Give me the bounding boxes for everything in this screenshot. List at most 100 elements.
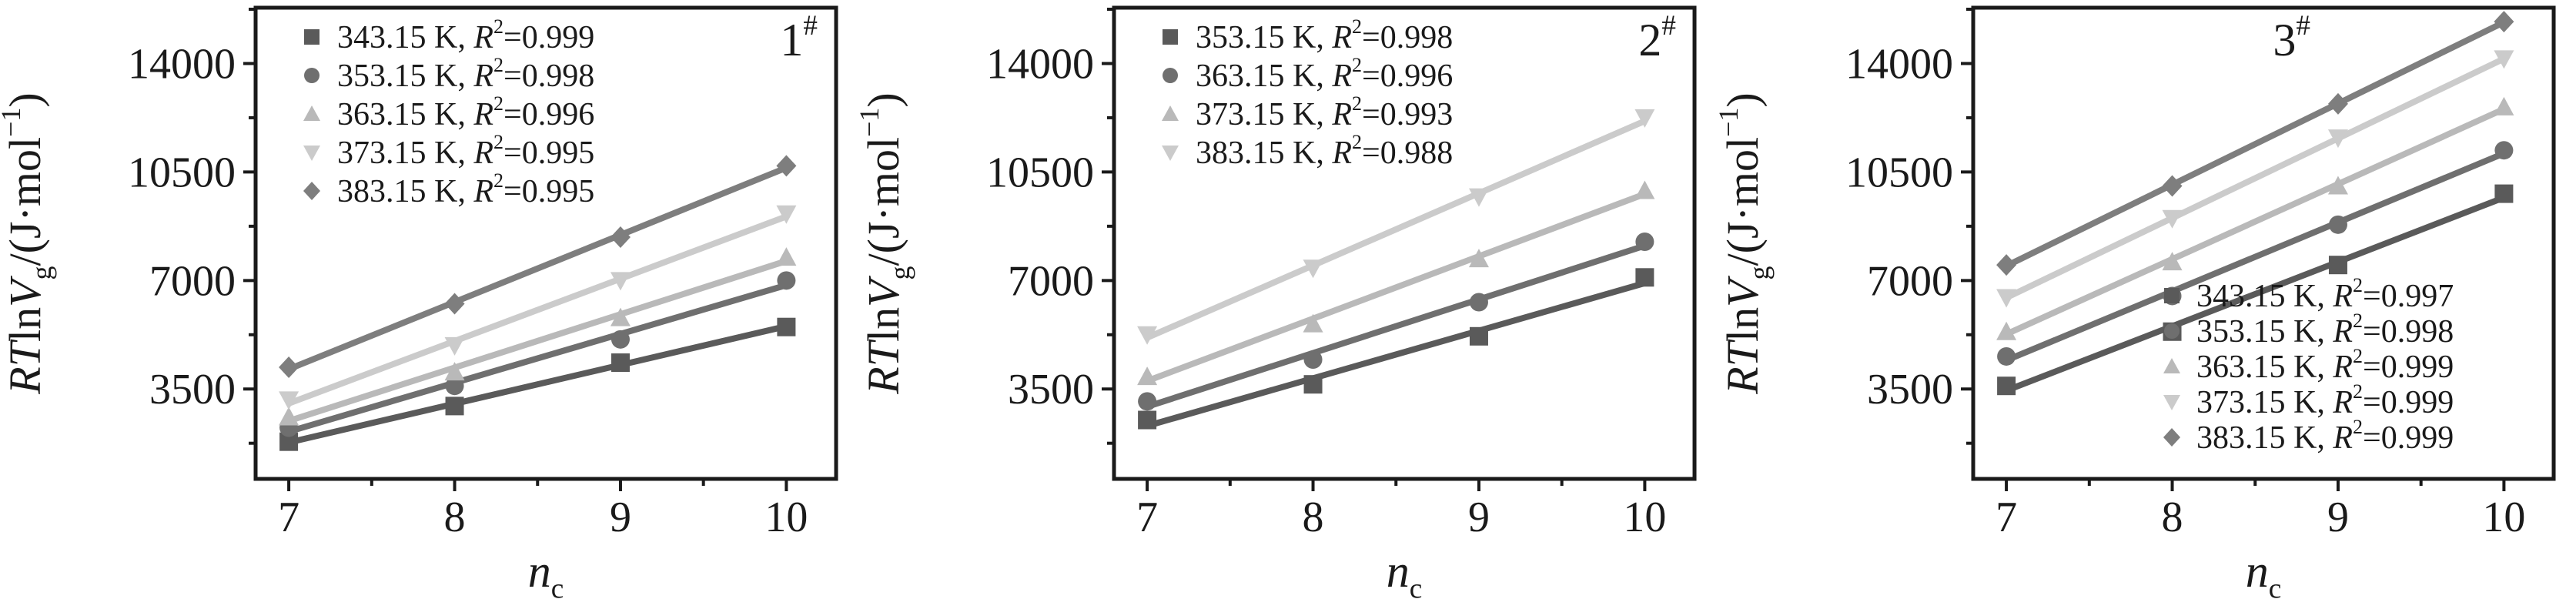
fit-line-363.15K bbox=[286, 257, 790, 424]
legend-marker-icon bbox=[2163, 395, 2180, 410]
data-point-marker bbox=[445, 397, 464, 416]
data-point-marker bbox=[776, 247, 797, 266]
data-point-marker bbox=[279, 356, 299, 379]
data-point-marker bbox=[1469, 188, 1490, 207]
data-point-marker bbox=[2327, 129, 2348, 149]
fit-line-383.15K bbox=[2002, 18, 2507, 269]
series-383.15K bbox=[279, 155, 797, 379]
legend-marker-icon bbox=[1162, 146, 1179, 161]
series-343.15K bbox=[1996, 184, 2514, 396]
legend-label: 353.15 K, R2=0.998 bbox=[2196, 310, 2454, 350]
data-point-marker bbox=[444, 293, 465, 315]
legend-marker-icon bbox=[2163, 358, 2180, 373]
legend-label: 373.15 K, R2=0.999 bbox=[2196, 380, 2454, 420]
chart-2-svg: 3500 7000 10500 14000 7 8 9 10 nc RTlnVg/(J·mol−1… bbox=[858, 5, 1697, 599]
y-tick-label: 10500 bbox=[128, 149, 236, 196]
y-axis-label: RTlnVg/(J·mol−1) bbox=[0, 92, 57, 394]
legend-label: 373.15 K, R2=0.995 bbox=[337, 131, 594, 171]
fit-line-353.15K bbox=[286, 282, 790, 435]
y-tick-label: 14000 bbox=[128, 40, 236, 88]
y-tick-label: 10500 bbox=[1845, 149, 1953, 196]
data-point-marker bbox=[279, 391, 299, 410]
legend-label: 383.15 K, R2=0.999 bbox=[2196, 416, 2454, 456]
data-point-marker bbox=[2328, 256, 2347, 275]
legend-marker-icon bbox=[303, 105, 321, 121]
chart-3-svg: 3500 7000 10500 14000 7 8 9 10 nc RTlnVg/(J·mol−1… bbox=[1718, 5, 2556, 599]
legend-item: 363.15 K, R2=0.996 bbox=[1163, 54, 1454, 94]
legend-marker-icon bbox=[304, 68, 320, 83]
fit-line-353.15K bbox=[1144, 279, 1648, 430]
panel-label: 2# bbox=[1639, 10, 1677, 65]
x-tick-label: 10 bbox=[764, 494, 808, 541]
fit-line-343.15K bbox=[286, 323, 790, 446]
data-point-marker bbox=[1635, 232, 1654, 251]
data-point-marker bbox=[1303, 313, 1323, 333]
legend-item: 383.15 K, R2=0.999 bbox=[2163, 416, 2454, 456]
legend-item: 383.15 K, R2=0.995 bbox=[303, 169, 594, 209]
data-point-marker bbox=[777, 271, 796, 290]
data-point-marker bbox=[610, 307, 631, 326]
data-point-marker bbox=[2328, 215, 2347, 234]
plot-border bbox=[253, 5, 838, 481]
data-point-marker bbox=[776, 205, 797, 224]
legend-item: 373.15 K, R2=0.999 bbox=[2163, 380, 2454, 420]
legend-label: 353.15 K, R2=0.998 bbox=[1196, 15, 1453, 55]
legend-item: 383.15 K, R2=0.988 bbox=[1162, 131, 1454, 171]
x-tick-label: 9 bbox=[1468, 494, 1490, 541]
legend-label: 363.15 K, R2=0.999 bbox=[2196, 345, 2454, 385]
legend-label: 353.15 K, R2=0.998 bbox=[337, 54, 594, 94]
legend-item: 363.15 K, R2=0.999 bbox=[2163, 345, 2454, 385]
data-point-marker bbox=[2494, 11, 2514, 33]
x-axis-label: nc bbox=[1387, 546, 1423, 599]
legend-item: 343.15 K, R2=0.999 bbox=[304, 15, 594, 55]
panel-label: 3# bbox=[2273, 10, 2310, 65]
legend-label: 373.15 K, R2=0.993 bbox=[1196, 92, 1453, 132]
data-point-marker bbox=[1996, 376, 2016, 396]
legend-marker-icon bbox=[303, 146, 321, 161]
data-point-marker bbox=[1303, 350, 1323, 369]
data-point-marker bbox=[1996, 321, 2016, 340]
x-axis-label: nc bbox=[2245, 546, 2281, 599]
legend-item: 373.15 K, R2=0.995 bbox=[303, 131, 594, 171]
data-point-marker bbox=[1470, 326, 1489, 346]
x-tick-label: 9 bbox=[610, 494, 631, 541]
series-373.15K bbox=[1996, 50, 2514, 308]
data-point-marker bbox=[1137, 326, 1158, 345]
series-343.15K bbox=[279, 317, 796, 451]
data-point-marker bbox=[1303, 375, 1323, 394]
data-point-marker bbox=[1138, 410, 1157, 430]
x-tick-label: 8 bbox=[2161, 494, 2183, 541]
chart-panel-1: 3500 7000 10500 14000 7 8 9 10 nc RTlnVg/(J·mol−1… bbox=[0, 0, 858, 599]
x-tick-label: 7 bbox=[278, 494, 299, 541]
y-tick-label: 3500 bbox=[1008, 366, 1094, 413]
data-point-marker bbox=[1996, 346, 2016, 366]
y-tick-label: 14000 bbox=[1845, 40, 1953, 88]
plot-border bbox=[1971, 5, 2556, 481]
legend-label: 343.15 K, R2=0.999 bbox=[337, 15, 594, 55]
data-point-marker bbox=[1635, 268, 1654, 287]
y-tick-label: 7000 bbox=[149, 257, 236, 305]
chart-1-svg: 3500 7000 10500 14000 7 8 9 10 nc RTlnVg/(J·mol−1… bbox=[0, 5, 838, 599]
data-point-marker bbox=[610, 226, 631, 248]
series-353.15K bbox=[1996, 141, 2514, 366]
fit-line-373.15K bbox=[2002, 55, 2507, 301]
plot-border bbox=[1112, 5, 1697, 481]
data-point-marker bbox=[611, 353, 630, 373]
data-point-marker bbox=[2494, 50, 2514, 69]
x-tick-label: 7 bbox=[1136, 494, 1158, 541]
y-axis-label: RTlnVg/(J·mol−1) bbox=[1718, 92, 1775, 394]
fit-line-363.15K bbox=[2002, 105, 2507, 337]
fit-line-373.15K bbox=[1144, 190, 1648, 384]
fit-line-363.15K bbox=[1144, 243, 1648, 410]
fit-line-383.15K bbox=[1144, 118, 1648, 341]
y-axis: 3500 7000 10500 14000 bbox=[986, 8, 1115, 445]
legend-marker-icon bbox=[2163, 323, 2180, 339]
legend-label: 363.15 K, R2=0.996 bbox=[1196, 54, 1453, 94]
data-point-marker bbox=[2162, 209, 2183, 229]
x-axis-label: nc bbox=[528, 546, 564, 599]
fit-line-383.15K bbox=[286, 164, 790, 373]
data-point-marker bbox=[445, 376, 464, 396]
